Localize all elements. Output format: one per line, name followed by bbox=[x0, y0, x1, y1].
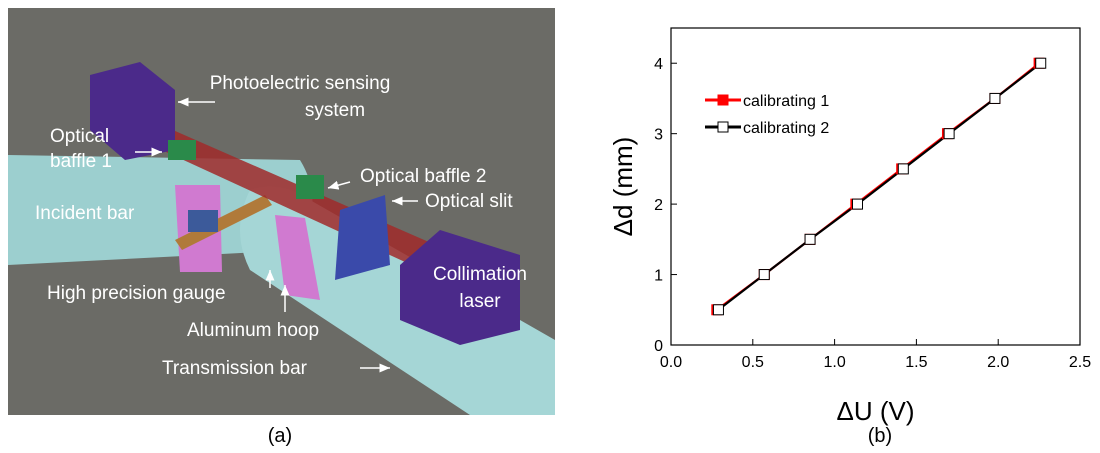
label: laser bbox=[459, 291, 501, 312]
chart: 0.0 0.5 1.0 1.5 2.0 2.5 0 1 2 3 4 ΔU (V) Δd (mm) (b) c… bbox=[608, 28, 1091, 447]
x-tick-label: 1.0 bbox=[823, 354, 845, 371]
marker bbox=[944, 129, 954, 139]
label: High precision gauge bbox=[47, 283, 226, 304]
y-tick-label: 1 bbox=[654, 268, 663, 285]
caption: (b) bbox=[868, 425, 892, 447]
label: Transmission bar bbox=[162, 358, 308, 379]
label: Photoelectric sensing bbox=[210, 73, 391, 94]
x-tick-label: 1.5 bbox=[905, 354, 927, 371]
label: Collimation bbox=[433, 264, 527, 285]
x-tick-label: 2.5 bbox=[1069, 354, 1091, 371]
x-tick-label: 2.0 bbox=[987, 354, 1009, 371]
x-axis-label: ΔU (V) bbox=[836, 396, 914, 426]
caption: (a) bbox=[268, 425, 292, 447]
marker bbox=[898, 164, 908, 174]
y-axis-label: Δd (mm) bbox=[608, 137, 638, 237]
legend-marker bbox=[718, 95, 728, 105]
baffle-1 bbox=[168, 140, 196, 160]
baffle-2 bbox=[296, 175, 324, 199]
marker bbox=[853, 199, 863, 209]
label: Optical slit bbox=[425, 191, 513, 212]
x-tick-label: 0.0 bbox=[660, 354, 682, 371]
x-tick-label: 0.5 bbox=[742, 354, 764, 371]
gauge-head bbox=[188, 210, 218, 232]
marker bbox=[1036, 58, 1046, 68]
label: Optical bbox=[50, 126, 109, 147]
y-tick-label: 2 bbox=[654, 197, 663, 214]
y-tick-label: 3 bbox=[654, 127, 663, 144]
label: system bbox=[305, 100, 365, 121]
label: Aluminum hoop bbox=[187, 320, 319, 341]
marker bbox=[990, 93, 1000, 103]
legend-marker bbox=[718, 122, 728, 132]
label: Incident bar bbox=[35, 203, 135, 224]
marker bbox=[713, 305, 723, 315]
y-tick-label: 4 bbox=[654, 56, 663, 73]
marker bbox=[805, 234, 815, 244]
figure: Photoelectric sensing system Optical baf… bbox=[0, 0, 1100, 448]
marker bbox=[759, 270, 769, 280]
legend-label: calibrating 1 bbox=[743, 93, 829, 110]
illustration: Photoelectric sensing system Optical baf… bbox=[8, 8, 555, 447]
legend-label: calibrating 2 bbox=[743, 120, 829, 137]
y-tick-label: 0 bbox=[654, 338, 663, 355]
label: baffle 1 bbox=[50, 151, 112, 172]
label: Optical baffle 2 bbox=[360, 166, 486, 187]
